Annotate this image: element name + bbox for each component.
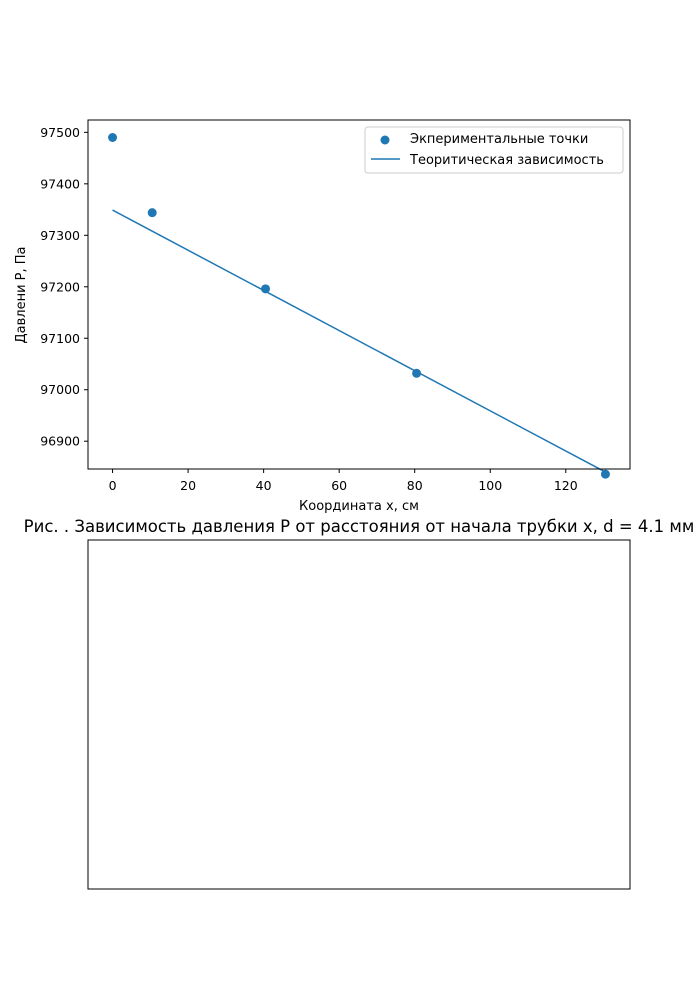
data-point — [600, 469, 610, 479]
scatter-points — [108, 133, 610, 479]
legend: Экпериментальные точки Теоритическая зав… — [364, 126, 624, 174]
empty-plot-frame — [87, 539, 631, 890]
plot-area-frame — [87, 119, 631, 470]
pressure-chart: 0 20 40 60 80 100 120 96900 97000 97100 97200 97300… — [14, 119, 631, 514]
legend-scatter-marker — [380, 135, 390, 145]
data-point — [147, 208, 157, 218]
x-tick-label: 80 — [407, 478, 423, 493]
data-point — [412, 368, 422, 378]
x-tick-label: 120 — [554, 478, 578, 493]
x-tick-label: 100 — [478, 478, 502, 493]
legend-entry-experimental: Экпериментальные точки — [410, 132, 588, 147]
x-tick-label: 20 — [180, 478, 196, 493]
legend-entry-theoretical: Теоритическая зависимость — [409, 153, 604, 168]
x-tick-label: 60 — [331, 478, 347, 493]
legend-box — [364, 126, 624, 174]
figure-caption: Рис. . Зависимость давления P от расстоя… — [24, 517, 695, 536]
y-tick-label: 97500 — [40, 125, 80, 140]
x-tick-label: 40 — [256, 478, 272, 493]
y-axis-label: Давлени P, Па — [14, 246, 29, 343]
y-tick-label: 97200 — [40, 279, 80, 294]
data-point — [108, 133, 118, 143]
y-tick-label: 97300 — [40, 228, 80, 243]
x-axis-label: Координата x, см — [299, 499, 419, 514]
y-tick-label: 96900 — [40, 434, 80, 449]
axis-ticks: 0 20 40 60 80 100 120 96900 97000 97100 97200 97300… — [40, 125, 578, 493]
y-tick-label: 97400 — [40, 176, 80, 191]
y-tick-label: 97100 — [40, 331, 80, 346]
series-line-theoretical — [112, 209, 606, 473]
x-tick-label: 0 — [109, 478, 117, 493]
data-point — [261, 284, 271, 294]
y-tick-label: 97000 — [40, 382, 80, 397]
